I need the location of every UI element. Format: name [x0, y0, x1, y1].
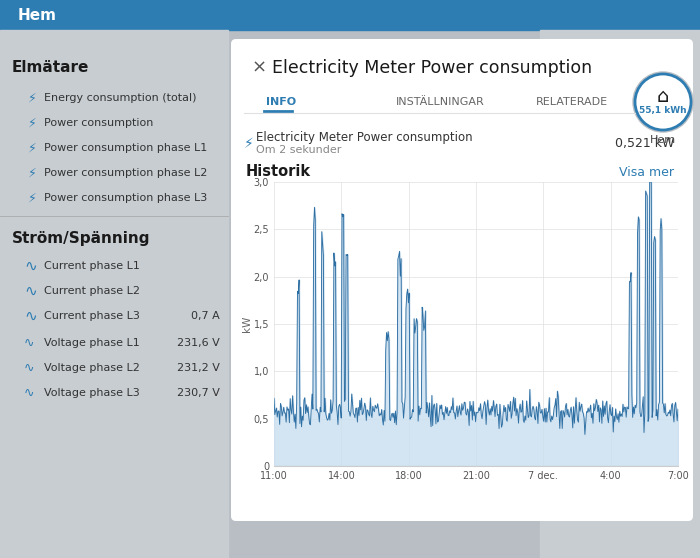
Text: 88,94 °C: 88,94 °C — [640, 357, 692, 369]
Text: Hem: Hem — [650, 135, 676, 145]
Text: Current phase L1: Current phase L1 — [44, 261, 140, 271]
Text: 3 512,0 m³xC: 3 512,0 m³xC — [612, 461, 692, 474]
Text: ∿: ∿ — [24, 387, 34, 400]
Text: ⚡: ⚡ — [28, 191, 36, 204]
Text: ⚡: ⚡ — [28, 117, 36, 129]
Text: Hem: Hem — [18, 7, 57, 22]
Text: ⚡: ⚡ — [28, 92, 36, 104]
Text: ☃: ☃ — [314, 393, 323, 403]
Text: Energy consumption (total): Energy consumption (total) — [44, 93, 197, 103]
Text: 3,87 MWh: 3,87 MWh — [633, 209, 692, 222]
Text: 0,7 A: 0,7 A — [191, 311, 220, 321]
Text: Power consumption: Power consumption — [44, 118, 153, 128]
Text: 230,7 V: 230,7 V — [177, 388, 220, 398]
Text: Electricity Meter Power consumption: Electricity Meter Power consumption — [272, 59, 592, 77]
Circle shape — [633, 72, 693, 132]
Text: ☃: ☃ — [314, 428, 323, 438]
Text: 231,2 V: 231,2 V — [177, 363, 220, 373]
Text: Om 2 sekunder: Om 2 sekunder — [256, 145, 342, 155]
Text: ∿: ∿ — [24, 336, 34, 349]
Text: ⚡: ⚡ — [28, 142, 36, 155]
Text: Power consumption phase L2: Power consumption phase L2 — [44, 168, 207, 178]
Text: Voltage phase L2: Voltage phase L2 — [44, 363, 140, 373]
Text: Ström/Spänning: Ström/Spänning — [12, 230, 150, 246]
Y-axis label: kW: kW — [242, 316, 252, 332]
Text: Current phase L2: Current phase L2 — [44, 286, 140, 296]
Text: 82,0 l/h: 82,0 l/h — [648, 283, 692, 296]
Text: Temp2: Temp2 — [330, 426, 369, 440]
Bar — [0, 30, 228, 558]
Text: Temp1xm3: Temp1xm3 — [330, 392, 395, 405]
Text: ⌂: ⌂ — [657, 88, 669, 107]
Text: ∿: ∿ — [24, 258, 36, 273]
Text: ×: × — [252, 59, 267, 77]
FancyBboxPatch shape — [231, 39, 693, 521]
Text: ∿: ∿ — [24, 283, 36, 299]
Text: ☃: ☃ — [314, 358, 323, 368]
Text: ∿: ∿ — [24, 309, 36, 324]
Text: 5,0 kW: 5,0 kW — [651, 321, 692, 334]
Text: Tempdiff: Tempdiff — [330, 497, 381, 509]
Text: ∿: ∿ — [24, 362, 34, 374]
Text: 231,6 V: 231,6 V — [177, 338, 220, 348]
Text: Power consumption phase L3: Power consumption phase L3 — [44, 193, 207, 203]
Text: RELATERADE: RELATERADE — [536, 97, 608, 107]
Text: 6 864,0 m³xC: 6 864,0 m³xC — [612, 392, 692, 405]
Text: 55,1 kWh: 55,1 kWh — [639, 105, 687, 114]
Text: ☃: ☃ — [314, 463, 323, 473]
Text: INFO: INFO — [266, 97, 296, 107]
Text: Temp2xm3: Temp2xm3 — [330, 461, 395, 474]
Text: 100,81 m²: 100,81 m² — [631, 246, 692, 258]
Text: 36,82 °C: 36,82 °C — [640, 426, 692, 440]
Text: ⚡: ⚡ — [244, 137, 253, 151]
Text: ☃: ☃ — [314, 498, 323, 508]
Bar — [540, 30, 700, 558]
Text: Elmätare: Elmätare — [12, 60, 90, 75]
Text: Power consumption phase L1: Power consumption phase L1 — [44, 143, 207, 153]
Text: Historik: Historik — [246, 165, 311, 180]
Text: ⚡: ⚡ — [28, 166, 36, 180]
Text: Voltage phase L1: Voltage phase L1 — [44, 338, 140, 348]
Text: INSTÄLLNINGAR: INSTÄLLNINGAR — [396, 97, 484, 107]
Text: Current phase L3: Current phase L3 — [44, 311, 140, 321]
Text: 51,69 K: 51,69 K — [647, 497, 692, 509]
Text: Temp1: Temp1 — [330, 357, 369, 369]
Text: Visa mer: Visa mer — [619, 166, 674, 179]
Text: Voltage phase L3: Voltage phase L3 — [44, 388, 140, 398]
Text: 0,521 kW: 0,521 kW — [615, 137, 674, 151]
Bar — [0, 0, 700, 30]
Circle shape — [635, 74, 691, 130]
Text: Electricity Meter Power consumption: Electricity Meter Power consumption — [256, 132, 472, 145]
